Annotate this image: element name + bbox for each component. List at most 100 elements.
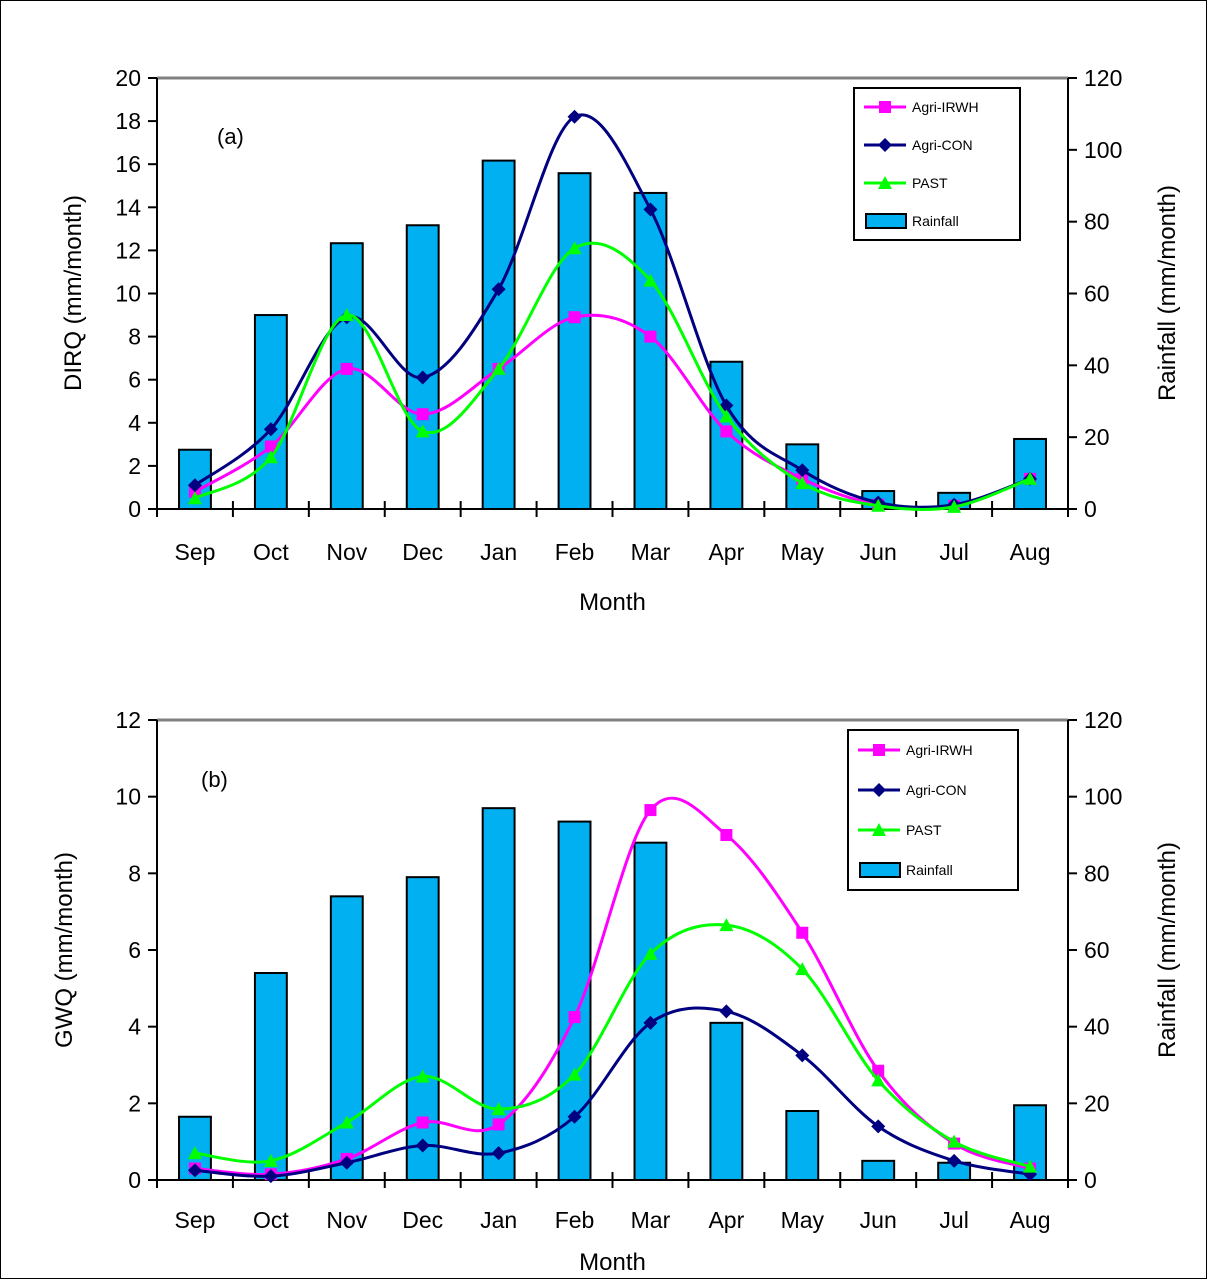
rainfall-bar (861, 1159, 896, 1182)
data-point-past (1023, 471, 1038, 485)
data-point-agri-irwh (644, 330, 657, 343)
y-tick-label-right: 40 (1084, 1014, 1110, 1040)
x-tick-label: Dec (402, 539, 443, 565)
x-tick-label: Dec (402, 1207, 443, 1233)
data-point-agri-con (643, 202, 658, 217)
y-tick-label-left: 6 (128, 367, 141, 393)
y-tick-label-right: 100 (1084, 784, 1122, 810)
y-tick-label-left: 2 (128, 1090, 141, 1116)
rainfall-bar (785, 1110, 820, 1181)
y-axis-title-left: DIRQ (mm/month) (60, 195, 87, 391)
y-tick-label-left: 6 (128, 937, 141, 963)
rainfall-bar (557, 820, 592, 1181)
data-point-past (947, 499, 962, 513)
y-tick-label-left: 20 (115, 65, 141, 91)
legend-label: Agri-IRWH (912, 99, 979, 115)
data-point-past (415, 424, 430, 438)
data-point-past (719, 918, 734, 932)
data-point-agri-irwh (720, 425, 733, 438)
x-tick-label: Apr (708, 1207, 744, 1233)
data-point-agri-con (795, 1048, 810, 1063)
y-tick-label-left: 4 (128, 410, 141, 436)
panel-label: (b) (201, 767, 228, 792)
data-point-agri-con (491, 282, 506, 297)
y-tick-label-right: 120 (1084, 707, 1122, 733)
y-tick-label-left: 12 (115, 237, 141, 263)
x-tick-label: Feb (555, 539, 595, 565)
data-point-agri-con (643, 1015, 658, 1030)
x-tick-label: Nov (326, 1207, 367, 1233)
x-tick-label: Mar (631, 1207, 671, 1233)
x-axis-title: Month (579, 589, 646, 616)
data-point-agri-con (491, 1146, 506, 1161)
rainfall-bar (481, 807, 516, 1182)
y-tick-label-left: 0 (128, 496, 141, 522)
legend-marker-agri-irwh (873, 744, 885, 756)
data-point-agri-irwh (568, 311, 581, 324)
y-tick-label-right: 20 (1084, 424, 1110, 450)
data-point-past (795, 962, 810, 976)
panel-label: (a) (217, 124, 244, 149)
y-tick-label-right: 60 (1084, 937, 1110, 963)
data-point-past (1023, 1159, 1038, 1173)
data-point-past (415, 1069, 430, 1083)
x-tick-label: Feb (555, 1207, 595, 1233)
legend-marker-agri-con (872, 783, 886, 797)
rainfall-bar (405, 224, 440, 510)
data-point-agri-irwh (492, 1118, 505, 1131)
data-point-agri-irwh (644, 804, 657, 817)
series-line-agri-con (194, 1006, 1031, 1178)
x-tick-label: Jun (860, 1207, 897, 1233)
legend-label: Rainfall (906, 862, 953, 878)
data-point-agri-con (339, 1155, 354, 1170)
y-tick-label-left: 10 (115, 784, 141, 810)
data-point-past (339, 1115, 354, 1129)
data-point-past (567, 241, 582, 255)
legend-marker-past (878, 176, 892, 189)
data-point-past (187, 491, 202, 505)
rainfall-bar (253, 972, 288, 1181)
y-tick-label-left: 0 (128, 1167, 141, 1193)
data-point-agri-con (187, 478, 202, 493)
data-point-agri-con (415, 370, 430, 385)
x-tick-label: Jul (939, 539, 968, 565)
data-point-past (187, 1146, 202, 1160)
data-point-agri-con (947, 1153, 962, 1168)
x-tick-label: Nov (326, 539, 367, 565)
rainfall-bar (633, 841, 668, 1182)
data-point-agri-irwh (796, 926, 809, 939)
data-point-agri-con (187, 1163, 202, 1178)
y-tick-label-right: 0 (1084, 1167, 1097, 1193)
rainfall-bar (329, 895, 364, 1181)
y-axis-title-right: Rainfall (mm/month) (1154, 185, 1181, 401)
data-point-agri-con (263, 1169, 278, 1184)
data-point-agri-con (567, 109, 582, 124)
legend-marker-past (872, 823, 886, 836)
data-point-past (263, 450, 278, 464)
data-point-agri-con (567, 1109, 582, 1124)
y-tick-label-left: 16 (115, 151, 141, 177)
y-tick-label-left: 4 (128, 1014, 141, 1040)
y-tick-label-right: 40 (1084, 352, 1110, 378)
x-tick-label: May (781, 539, 825, 565)
x-tick-label: Jun (860, 539, 897, 565)
legend-marker-agri-irwh (879, 101, 891, 113)
data-point-agri-irwh (872, 1064, 885, 1077)
data-point-past (643, 273, 658, 287)
data-point-past (263, 1153, 278, 1167)
data-point-past (567, 1067, 582, 1081)
data-point-past (795, 476, 810, 490)
rainfall-bar (329, 242, 364, 510)
y-tick-label-left: 18 (115, 108, 141, 134)
series-line-past (194, 241, 1031, 512)
legend-label: Rainfall (912, 213, 959, 229)
data-point-past (491, 361, 506, 375)
rainfall-bar (557, 172, 592, 510)
data-point-past (491, 1102, 506, 1116)
x-tick-label: Apr (708, 539, 744, 565)
x-axis-title: Month (579, 1249, 646, 1276)
data-point-agri-irwh (340, 362, 353, 375)
legend-label: PAST (912, 175, 948, 191)
x-tick-label: Jul (939, 1207, 968, 1233)
